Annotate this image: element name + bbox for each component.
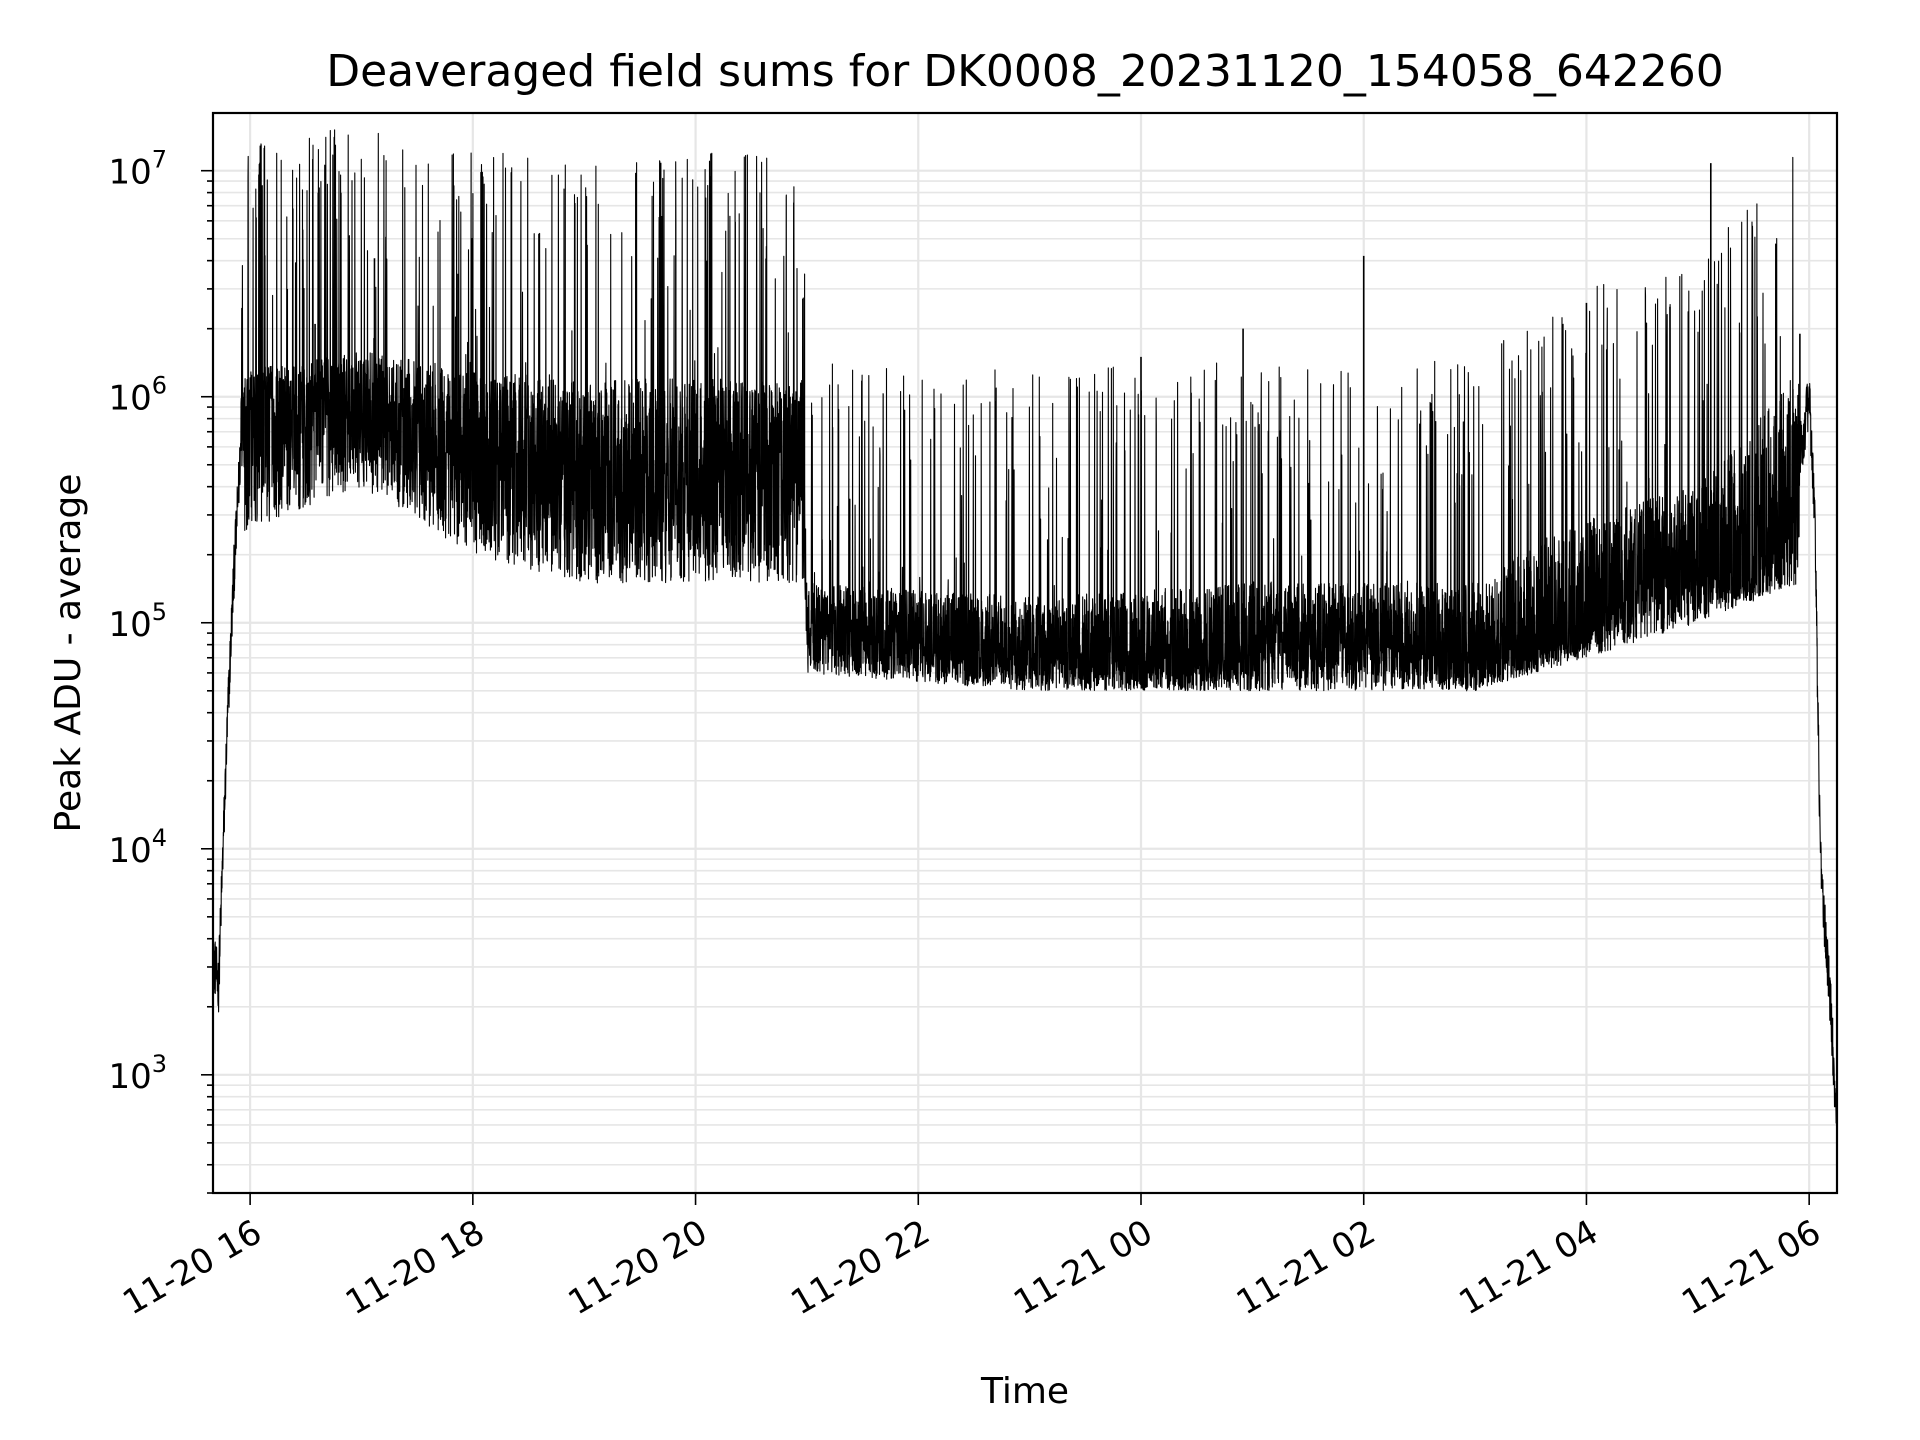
y-tick-label: 103	[108, 1050, 167, 1097]
series-line	[213, 129, 1837, 1124]
x-axis-label: Time	[980, 1371, 1069, 1412]
y-tick-label: 107	[108, 146, 167, 193]
y-tick-label: 104	[108, 824, 167, 871]
axis-ticks	[201, 169, 1810, 1205]
y-axis-label: Peak ADU - average	[48, 474, 89, 833]
plot-frame	[211, 111, 1839, 1195]
y-tick-label: 105	[108, 598, 167, 645]
y-tick-label: 106	[108, 372, 167, 419]
series-layer	[213, 129, 1837, 1124]
chart-title: Deaveraged field sums for DK0008_2023112…	[326, 46, 1724, 97]
